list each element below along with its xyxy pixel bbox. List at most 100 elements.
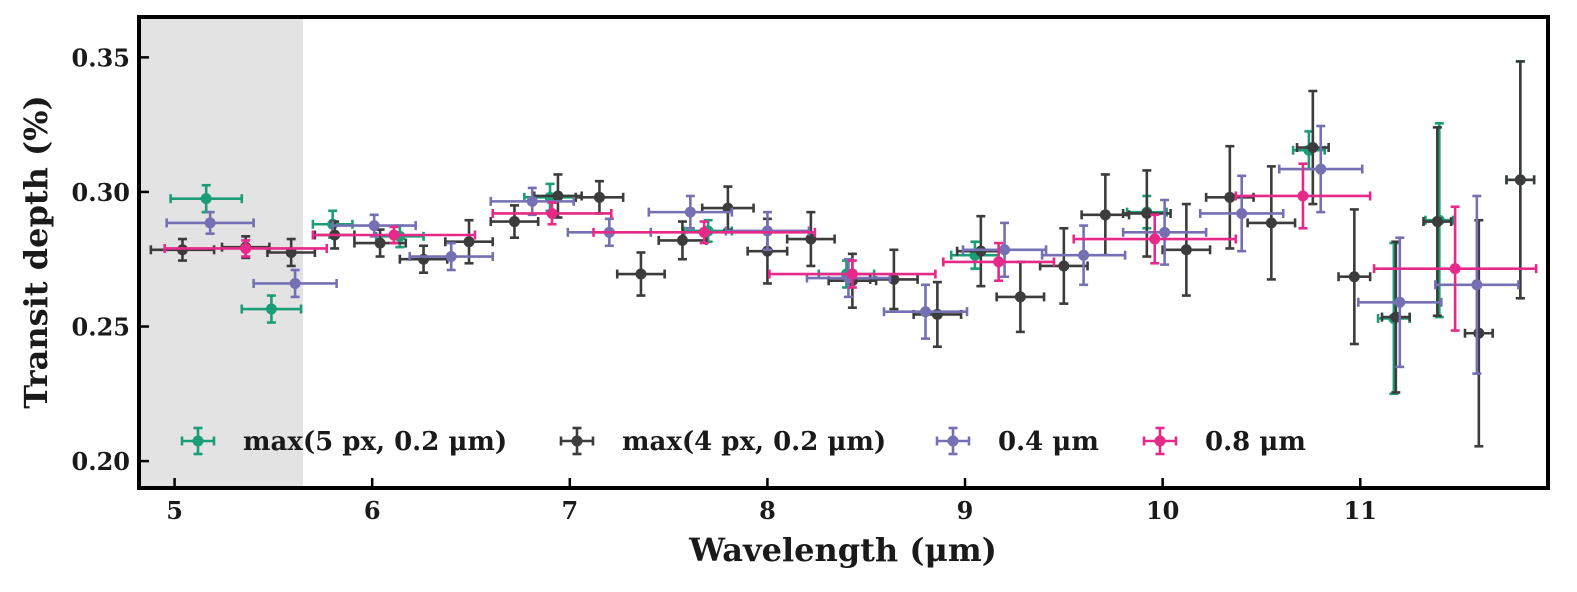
data-marker [1315, 163, 1327, 175]
data-marker [388, 229, 400, 241]
data-marker [1149, 233, 1161, 245]
legend-item-4: 0.8 μm [1142, 426, 1306, 457]
data-marker [546, 207, 558, 219]
data-marker [1078, 249, 1090, 261]
x-axis-title: Wavelength (μm) [688, 531, 997, 569]
data-marker [368, 220, 380, 232]
x-tick-label: 9 [957, 496, 974, 525]
data-marker [1471, 279, 1483, 291]
x-tick-label: 7 [561, 496, 578, 525]
y-tick-label: 0.30 [72, 178, 130, 207]
series-3-point-15 [1277, 124, 1364, 214]
data-marker [920, 306, 932, 318]
legend-label: max(4 px, 0.2 μm) [622, 427, 886, 457]
series-2-point-26 [1246, 165, 1297, 281]
data-marker [1058, 260, 1070, 272]
data-marker [463, 236, 475, 248]
series-4 [163, 162, 1538, 332]
data-marker [593, 191, 605, 203]
data-marker [999, 244, 1011, 256]
series-4-point-1 [163, 239, 329, 258]
data-marker [761, 225, 773, 237]
data-marker [265, 303, 277, 315]
series-3-point-13 [1121, 198, 1208, 266]
data-marker [200, 193, 212, 205]
data-marker [1348, 271, 1360, 283]
legend-marker [947, 435, 959, 447]
legend-label: 0.8 μm [1205, 427, 1306, 457]
legend-marker [571, 435, 583, 447]
y-axis-title: Transit depth (%) [17, 95, 55, 408]
series-4-point-9 [1372, 205, 1538, 332]
series-2-point-12 [657, 220, 708, 261]
data-marker [993, 256, 1005, 268]
series-3-point-12 [1040, 224, 1127, 287]
data-marker [1297, 190, 1309, 202]
data-marker [1265, 217, 1277, 229]
x-tick-label: 5 [166, 496, 183, 525]
axis-ticks: 5 6 7 8 9 10 11 0.20 0.25 0.30 0.35 [72, 43, 1377, 525]
legend-item-2: max(4 px, 0.2 μm) [559, 426, 886, 457]
series-3-point-14 [1198, 174, 1285, 253]
data-marker [1180, 244, 1192, 256]
data-marker [846, 268, 858, 280]
series-2-point-1 [149, 237, 216, 262]
series-2-point-24 [1161, 202, 1212, 297]
data-marker [1514, 174, 1526, 186]
data-marker [698, 226, 710, 238]
series-4-point-7 [1072, 213, 1238, 265]
x-tick-label: 10 [1146, 496, 1179, 525]
series-3-point-17 [1434, 194, 1520, 375]
series-4-point-3 [491, 201, 613, 226]
series-2-point-17 [868, 248, 919, 311]
series-2-point-23 [1121, 169, 1172, 258]
series-2-point-27 [1295, 89, 1330, 206]
series-3-point-16 [1356, 236, 1443, 369]
data-marker [176, 244, 188, 256]
series-1-point-1 [169, 183, 244, 214]
series-2-point-32 [1505, 60, 1536, 300]
data-marker [975, 245, 987, 257]
series-3 [165, 124, 1520, 375]
series-2-point-25 [1204, 144, 1255, 250]
data-marker [1236, 207, 1248, 219]
series-3-point-1 [165, 210, 255, 235]
legend-label: 0.4 μm [998, 427, 1099, 457]
data-marker [635, 268, 647, 280]
x-tick-label: 6 [364, 496, 381, 525]
y-tick-label: 0.35 [72, 43, 130, 72]
series-3-point-11 [961, 221, 1048, 279]
data-marker [374, 237, 386, 249]
data-marker [240, 242, 252, 254]
x-tick-label: 11 [1344, 496, 1377, 525]
series-2-point-21 [1038, 226, 1089, 305]
data-marker [204, 217, 216, 229]
data-marker [1099, 209, 1111, 221]
data-marker [1307, 142, 1319, 154]
data-marker [552, 190, 564, 202]
plot-frame [137, 15, 1550, 490]
legend-item-1: max(5 px, 0.2 μm) [180, 426, 507, 457]
series-3-point-2 [252, 268, 338, 299]
series-4-point-4 [592, 220, 817, 245]
series-4-point-6 [941, 241, 1056, 283]
legend-item-3: 0.4 μm [935, 426, 1099, 457]
series-3-point-3 [331, 213, 417, 238]
series-3-point-8 [724, 210, 811, 252]
y-tick-label: 0.25 [72, 313, 130, 342]
data-marker [1449, 263, 1461, 275]
legend-marker [192, 435, 204, 447]
x-tick-label: 8 [759, 496, 776, 525]
data-marker [508, 216, 520, 228]
data-marker [526, 195, 538, 207]
data-marker [676, 234, 688, 246]
series-2-point-9 [532, 173, 583, 219]
data-marker [1431, 216, 1443, 228]
data-marker [289, 277, 301, 289]
series-4-point-8 [1234, 162, 1372, 230]
data-marker [445, 251, 457, 263]
data-marker [1159, 226, 1171, 238]
data-marker [1224, 191, 1236, 203]
data-marker [1394, 296, 1406, 308]
